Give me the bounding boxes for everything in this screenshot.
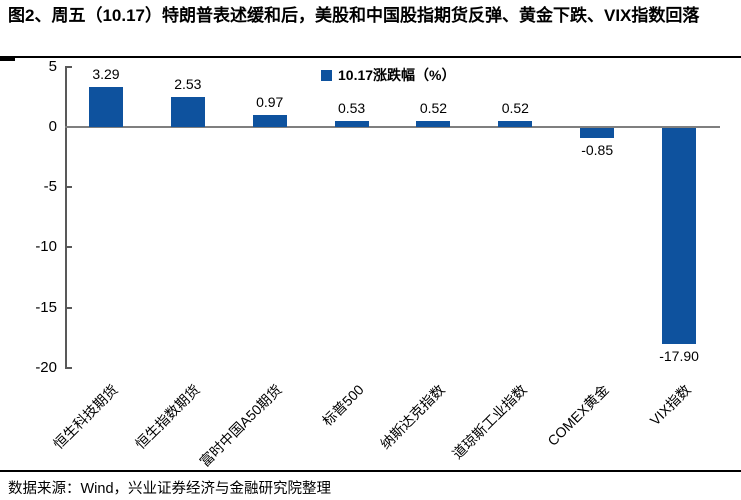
title-rule bbox=[0, 56, 741, 58]
bar-value-label: 0.52 bbox=[419, 99, 448, 116]
bar bbox=[334, 120, 369, 127]
bar bbox=[416, 120, 451, 127]
bar-value-label: -17.90 bbox=[659, 347, 699, 364]
y-axis-tick bbox=[65, 186, 72, 189]
bar-value-label: 3.29 bbox=[92, 66, 120, 83]
figure-title: 图2、周五（10.17）特朗普表述缓和后，美股和中国股指期货反弹、黄金下跌、VI… bbox=[8, 6, 700, 25]
y-axis-label: 0 bbox=[48, 118, 57, 135]
bar-value-label: -0.85 bbox=[581, 142, 614, 159]
y-axis-tick bbox=[65, 246, 72, 249]
y-axis-label: 5 bbox=[48, 57, 57, 75]
legend-swatch-icon bbox=[321, 69, 332, 81]
bar-value-label: 0.52 bbox=[501, 99, 529, 116]
bar-value-label: 0.97 bbox=[256, 94, 284, 111]
bar bbox=[170, 96, 205, 127]
bar bbox=[580, 128, 615, 139]
chart-area: 10.17涨跌幅（%） 5 0 -5 -10 -15 -20 3.29 恒生科技期货 2.53 恒… bbox=[0, 57, 741, 470]
bar bbox=[88, 87, 123, 127]
y-axis-tick bbox=[65, 366, 72, 369]
y-axis-label: -15 bbox=[35, 298, 57, 316]
chart-legend: 10.17涨跌幅（%） bbox=[321, 65, 455, 85]
y-axis-label: -5 bbox=[43, 178, 57, 196]
bar-value-label: 0.53 bbox=[337, 99, 366, 116]
bar bbox=[252, 115, 287, 127]
legend-label: 10.17涨跌幅（%） bbox=[338, 67, 456, 83]
data-source-note: 数据来源：Wind，兴业证券经济与金融研究院整理 bbox=[8, 481, 332, 497]
y-axis-line bbox=[65, 66, 67, 368]
bar bbox=[662, 128, 697, 344]
y-axis-label: -10 bbox=[35, 238, 57, 256]
y-axis-tick bbox=[65, 65, 72, 68]
zero-baseline bbox=[65, 126, 720, 128]
y-axis-label: -20 bbox=[35, 358, 57, 376]
footer-rule bbox=[0, 470, 741, 472]
bar bbox=[498, 120, 533, 127]
y-axis-tick bbox=[65, 306, 72, 309]
title-rule-accent bbox=[0, 56, 15, 61]
bar-value-label: 2.53 bbox=[174, 75, 202, 92]
